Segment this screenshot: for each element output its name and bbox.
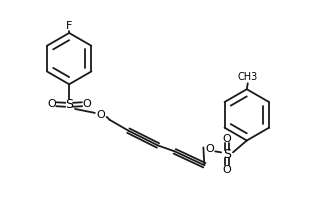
Text: O: O xyxy=(96,110,105,120)
Text: F: F xyxy=(66,21,72,31)
Text: O: O xyxy=(223,165,232,175)
Text: O: O xyxy=(83,99,91,109)
Text: O: O xyxy=(47,99,56,109)
Text: O: O xyxy=(205,144,214,154)
Text: O: O xyxy=(223,134,232,144)
Text: S: S xyxy=(65,98,73,112)
Text: CH3: CH3 xyxy=(238,72,258,82)
Text: S: S xyxy=(223,148,231,161)
